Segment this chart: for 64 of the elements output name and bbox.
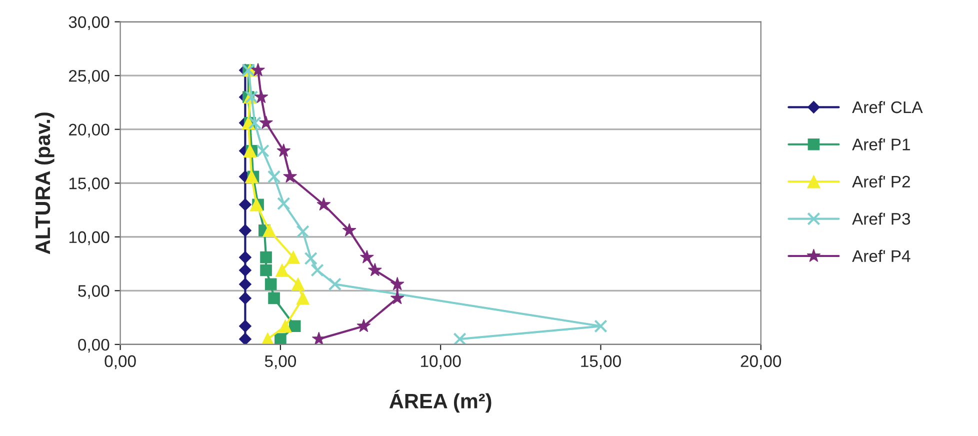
y-tick-label: 20,00 (69, 124, 110, 138)
x-tick-label: 5,00 (264, 355, 296, 370)
legend-label: Aref' P1 (852, 138, 910, 150)
point (259, 116, 273, 129)
point (291, 278, 305, 291)
point (288, 320, 301, 332)
x-axis-title: ÁREA (m²) (389, 390, 492, 413)
legend-label: Aref' P3 (852, 212, 910, 225)
y-tick-label: 5,00 (78, 285, 110, 299)
y-tick-label: 15,00 (69, 178, 110, 192)
y-tick-label: 10,00 (69, 231, 110, 246)
legend-label: Aref' P4 (852, 250, 910, 262)
point (238, 251, 252, 264)
point (283, 169, 298, 183)
point (274, 333, 286, 344)
point (264, 278, 277, 290)
point (275, 264, 289, 277)
point (278, 320, 292, 333)
point (296, 224, 310, 238)
point (368, 262, 382, 276)
x-tick-label: 0,00 (104, 355, 136, 370)
point (238, 320, 252, 332)
point (286, 250, 300, 264)
point (268, 292, 280, 304)
point (238, 278, 252, 290)
x-tick-label: 20,00 (740, 355, 782, 370)
x-tick-label: 15,00 (581, 355, 621, 370)
point (251, 62, 265, 76)
point (238, 198, 252, 211)
point (243, 144, 257, 158)
point (390, 276, 404, 290)
point (312, 332, 326, 344)
point (356, 318, 371, 332)
point (342, 223, 356, 236)
point (328, 278, 342, 291)
y-tick-label: 0,00 (78, 338, 110, 353)
point (260, 264, 272, 276)
point (316, 197, 331, 211)
point (238, 332, 252, 344)
point (277, 196, 290, 210)
point (267, 170, 281, 184)
point (360, 250, 374, 264)
point (254, 90, 268, 104)
point (276, 144, 291, 157)
x-tick-label: 10,00 (421, 355, 461, 370)
point (250, 198, 264, 212)
legend-label: Aref' P2 (852, 175, 910, 188)
point (304, 252, 318, 266)
point (256, 144, 270, 158)
point (453, 332, 466, 344)
point (260, 251, 272, 264)
y-tick-label: 30,00 (68, 16, 110, 30)
point (238, 292, 252, 304)
point (296, 292, 310, 305)
point (262, 224, 276, 238)
point (248, 116, 262, 130)
point (390, 290, 404, 304)
point (310, 264, 324, 277)
point (594, 320, 608, 333)
y-tick-label: 25,00 (69, 70, 110, 84)
y-axis-title: ALTURA (pav.) (34, 112, 54, 254)
legend-label: Aref' CLA (852, 100, 923, 114)
point (238, 224, 252, 237)
point (238, 264, 252, 276)
